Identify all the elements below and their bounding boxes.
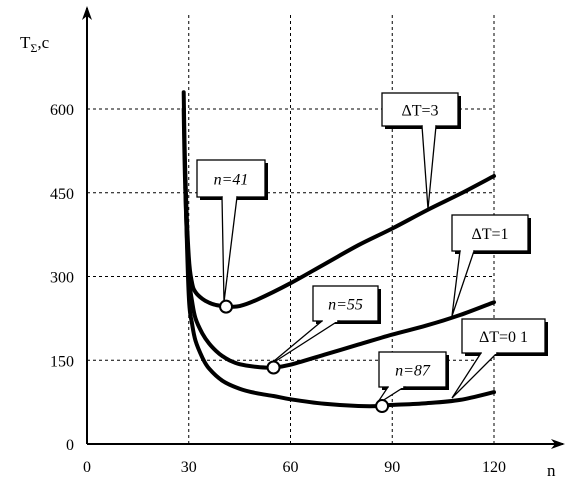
marker-label-1: n=55 bbox=[267, 285, 381, 367]
marker-label-0: n=41 bbox=[196, 159, 268, 303]
callout-box bbox=[461, 318, 546, 354]
y-axis-title: TΣ,c bbox=[20, 33, 50, 55]
x-tick-label: 30 bbox=[181, 459, 197, 476]
series-label-1: ΔT=1 bbox=[451, 214, 531, 317]
tick-labels: 0 30 60 90 120 0 150 300 450 600 bbox=[50, 102, 506, 476]
series-name-text: ΔT=3 bbox=[401, 103, 438, 120]
axis-titles: TΣ,c n bbox=[20, 33, 556, 480]
callout-box bbox=[196, 159, 266, 198]
callout-box bbox=[378, 351, 447, 388]
minimum-point-marker-0 bbox=[219, 299, 234, 314]
y-tick-label: 0 bbox=[66, 437, 74, 454]
callout-box bbox=[381, 92, 459, 127]
marker-label-text: n=41 bbox=[214, 172, 249, 189]
y-tick-label: 150 bbox=[50, 353, 74, 370]
series-label-0: ΔT=3 bbox=[381, 92, 461, 210]
callout-box bbox=[312, 285, 379, 322]
callout-pointer bbox=[451, 250, 475, 317]
y-tick-label: 600 bbox=[50, 102, 74, 119]
x-tick-label: 90 bbox=[384, 459, 400, 476]
callout-pointer bbox=[221, 196, 238, 303]
x-tick-label: 60 bbox=[283, 459, 299, 476]
x-tick-label: 120 bbox=[482, 459, 506, 476]
marker-label-text: n=55 bbox=[328, 297, 363, 314]
marker-label-text: n=87 bbox=[395, 363, 431, 380]
callout-box bbox=[451, 214, 529, 252]
y-tick-label: 300 bbox=[50, 270, 74, 287]
minimum-point-marker-2 bbox=[375, 399, 390, 414]
marker-label-2: n=87 bbox=[375, 351, 449, 406]
x-axis-title: n bbox=[547, 461, 556, 480]
series-name-text: ΔT=0 1 bbox=[479, 329, 528, 346]
callouts: ΔT=3 n=41 ΔT=1 n=55 ΔT=0 1 n=87 bbox=[196, 92, 548, 414]
y-tick-label: 450 bbox=[50, 186, 74, 203]
axes bbox=[82, 6, 565, 449]
series-name-text: ΔT=1 bbox=[471, 226, 508, 243]
series-line-2 bbox=[183, 185, 496, 409]
x-tick-label: 0 bbox=[83, 459, 91, 476]
series-label-2: ΔT=0 1 bbox=[451, 318, 548, 399]
callout-pointer bbox=[421, 125, 437, 210]
series-line-1 bbox=[181, 107, 496, 370]
minimum-point-marker-1 bbox=[266, 360, 281, 375]
